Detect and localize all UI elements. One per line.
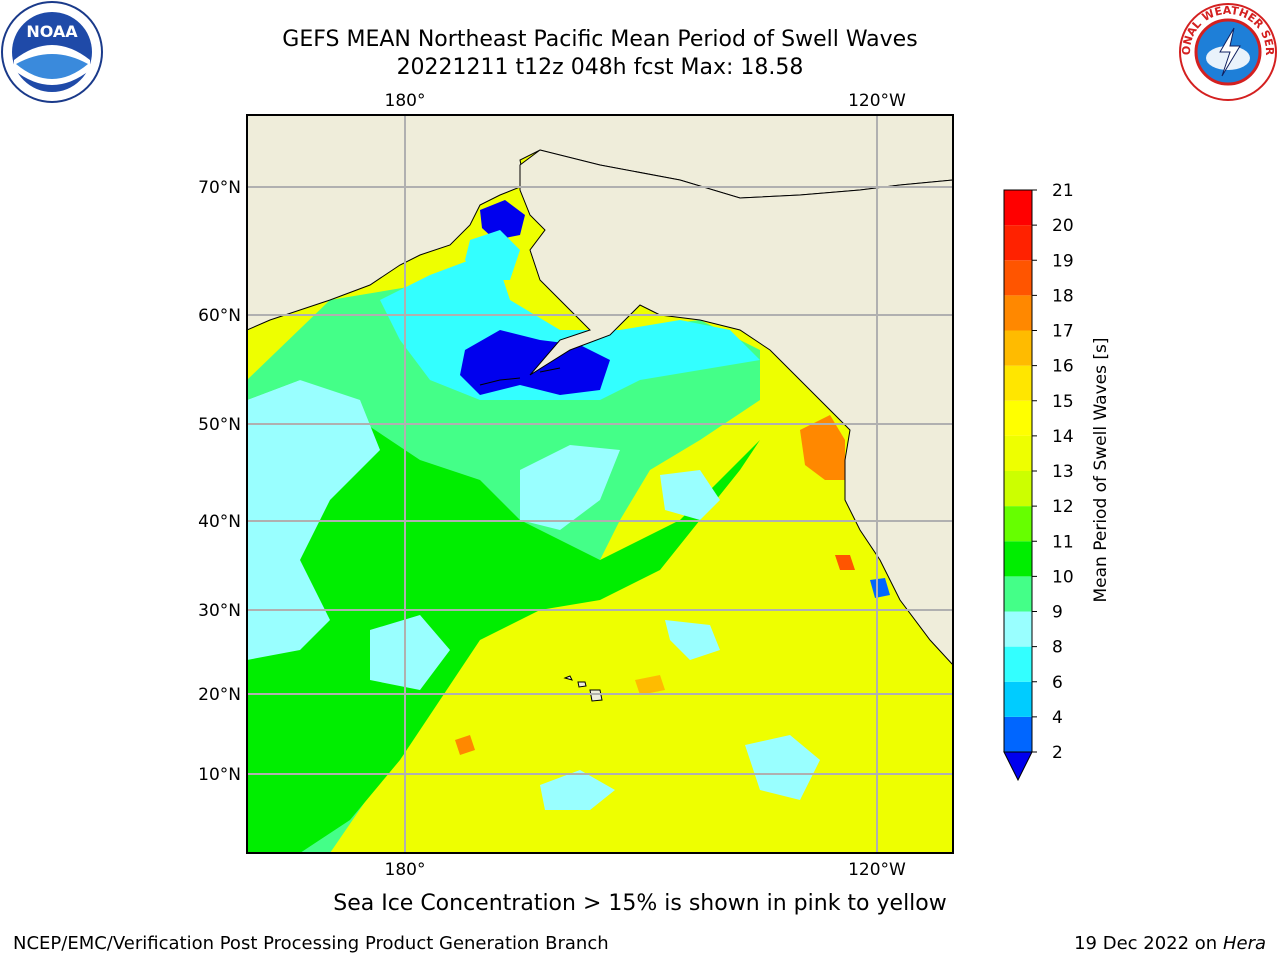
noaa-logo-text: NOAA bbox=[26, 22, 78, 41]
colorbar-tick-label: 19 bbox=[1052, 251, 1074, 271]
colorbar-tick-label: 15 bbox=[1052, 392, 1074, 412]
swell-field-blue-baja bbox=[870, 578, 890, 598]
colorbar-swatch bbox=[1004, 681, 1032, 717]
colorbar-tick-label: 13 bbox=[1052, 462, 1074, 482]
colorbar-swatch bbox=[1004, 435, 1032, 471]
chart-subtitle: 20221211 t12z 048h fcst Max: 18.58 bbox=[396, 55, 804, 80]
lon-tick-bottom: 120°W bbox=[848, 860, 906, 880]
colorbar-swatch bbox=[1004, 611, 1032, 647]
footer-date-text: 19 Dec 2022 on bbox=[1074, 933, 1218, 954]
lat-tick: 20°N bbox=[198, 685, 241, 705]
colorbar-tick-label: 16 bbox=[1052, 357, 1074, 377]
swell-field-cyan-patch-3 bbox=[540, 770, 615, 810]
map-gridlines bbox=[247, 115, 953, 853]
lon-tick-top: 120°W bbox=[848, 91, 906, 111]
colorbar-swatch bbox=[1004, 295, 1032, 331]
colorbar-swatch bbox=[1004, 576, 1032, 612]
colorbar-tick-label: 21 bbox=[1052, 181, 1074, 201]
map-frame bbox=[246, 114, 954, 854]
swell-field-orange-oregon bbox=[800, 415, 845, 480]
sea-ice-caption: Sea Ice Concentration > 15% is shown in … bbox=[333, 891, 947, 916]
swell-field-orange-patch-3 bbox=[835, 555, 855, 570]
colorbar-tick-label: 4 bbox=[1052, 708, 1063, 728]
lon-tick-bottom: 180° bbox=[385, 860, 426, 880]
colorbar-tick-label: 18 bbox=[1052, 286, 1074, 306]
footer-credit: NCEP/EMC/Verification Post Processing Pr… bbox=[13, 933, 609, 954]
colorbar-swatch bbox=[1004, 190, 1032, 226]
land-aleutians bbox=[479, 367, 561, 386]
swell-field-cyan-chukchi bbox=[465, 230, 520, 280]
swell-field-cyan-patch-6 bbox=[665, 620, 720, 660]
colorbar-swatch bbox=[1004, 400, 1032, 436]
colorbar-tick-label: 9 bbox=[1052, 603, 1063, 623]
footer-date: 19 Dec 2022 on Hera bbox=[1074, 933, 1266, 954]
colorbar-swatch bbox=[1004, 506, 1032, 542]
colorbar-tick-label: 2 bbox=[1052, 743, 1063, 763]
lat-tick: 30°N bbox=[198, 601, 241, 621]
colorbar-swatch bbox=[1004, 330, 1032, 366]
lat-tick: 10°N bbox=[198, 765, 241, 785]
lat-tick: 40°N bbox=[198, 512, 241, 532]
swell-field-blue-chukchi bbox=[480, 200, 525, 240]
colorbar-swatch bbox=[1004, 541, 1032, 577]
colorbar-swatch bbox=[1004, 365, 1032, 401]
lat-tick: 70°N bbox=[198, 178, 241, 198]
colorbar-extend-below bbox=[1003, 751, 1033, 782]
colorbar-label: Mean Period of Swell Waves [s] bbox=[1091, 338, 1111, 603]
noaa-logo: NOAA bbox=[1, 1, 103, 103]
swell-field-orange-patch-1 bbox=[455, 735, 475, 755]
colorbar-swatch bbox=[1004, 471, 1032, 507]
swell-field-cyan-patch-1 bbox=[520, 445, 620, 530]
colorbar-tick-label: 20 bbox=[1052, 216, 1074, 236]
colorbar-tick-label: 10 bbox=[1052, 567, 1074, 587]
colorbar-tick-label: 6 bbox=[1052, 673, 1063, 693]
colorbar-swatch bbox=[1004, 225, 1032, 261]
colorbar-tick-label: 11 bbox=[1052, 532, 1074, 552]
colorbar-swatch bbox=[1004, 716, 1032, 752]
nws-logo: NATIONAL WEATHER SERVICE bbox=[1176, 0, 1277, 101]
colorbar-tick-label: 12 bbox=[1052, 497, 1074, 517]
colorbar-swatch bbox=[1004, 260, 1032, 296]
colorbar-swatch bbox=[1004, 646, 1032, 682]
swell-field-cyan-patch-2 bbox=[370, 615, 450, 690]
footer-host: Hera bbox=[1222, 933, 1266, 954]
colorbar-tick-label: 14 bbox=[1052, 427, 1074, 447]
lat-tick: 60°N bbox=[198, 306, 241, 326]
lon-tick-top: 180° bbox=[385, 91, 426, 111]
chart-title: GEFS MEAN Northeast Pacific Mean Period … bbox=[282, 27, 918, 52]
lat-tick: 50°N bbox=[198, 415, 241, 435]
swell-field-green-mid bbox=[247, 380, 760, 853]
colorbar-tick-label: 17 bbox=[1052, 322, 1074, 342]
swell-field-cyan-patch-5 bbox=[660, 470, 720, 520]
swell-field-cyan-patch-4 bbox=[745, 735, 820, 800]
colorbar: 2 4 6 8 9 10 11 12 13 14 15 16 17 18 19 20 21 bbox=[1003, 181, 1074, 782]
map-plot-area bbox=[247, 115, 953, 853]
colorbar-tick-label: 8 bbox=[1052, 638, 1063, 658]
swell-field-orange-patch-2 bbox=[635, 675, 665, 695]
land-alaska bbox=[519, 149, 953, 666]
